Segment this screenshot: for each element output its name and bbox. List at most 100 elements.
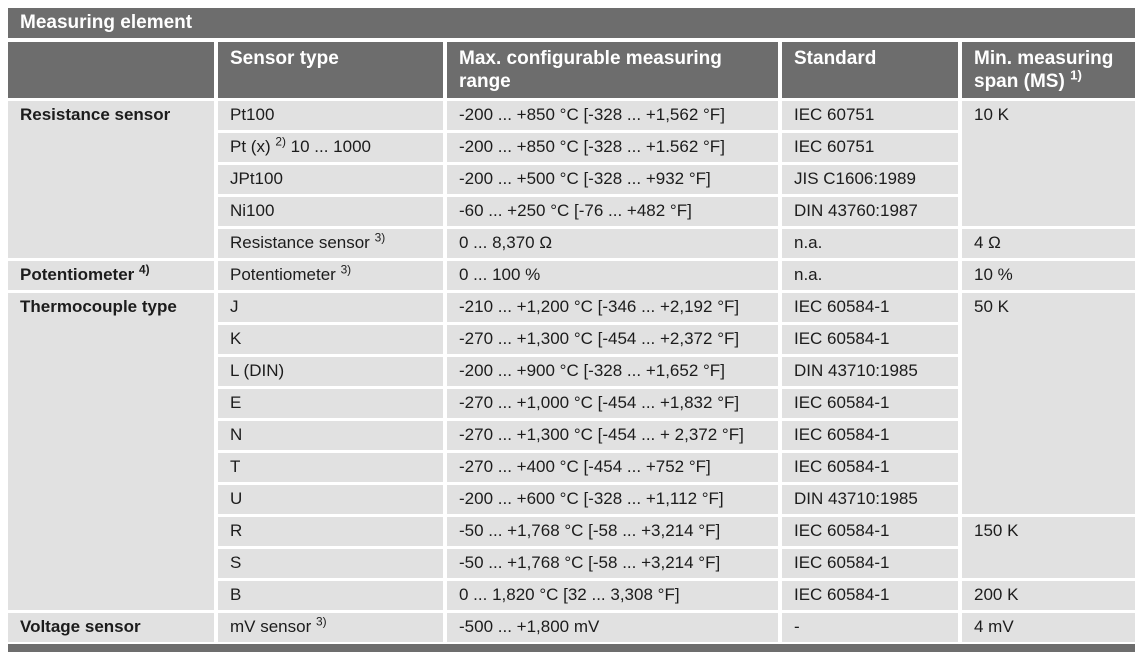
row-group-cell: Thermocouple type	[8, 293, 214, 610]
sensor-type-cell-text: E	[230, 393, 242, 412]
standard-cell-text: IEC 60584-1	[794, 457, 890, 476]
sensor-type-cell: Pt (x) 2) 10 ... 1000	[218, 133, 443, 162]
sensor-type-cell: U	[218, 485, 443, 514]
min-span-cell-text: 150 K	[974, 521, 1019, 540]
sensor-type-cell: Ni100	[218, 197, 443, 226]
table-title-bar: Measuring element	[8, 8, 1135, 38]
measuring-range-cell: 0 ... 100 %	[447, 261, 778, 290]
column-header-label: Sensor type	[230, 48, 339, 69]
min-span-cell: 200 K	[962, 581, 1135, 610]
measuring-range-cell: -270 ... +1,300 °C [-454 ... + 2,372 °F]	[447, 421, 778, 450]
footnote-marker: 3)	[340, 262, 352, 277]
measuring-range-cell: -500 ... +1,800 mV	[447, 613, 778, 642]
measuring-range-cell: -210 ... +1,200 °C [-346 ... +2,192 °F]	[447, 293, 778, 322]
column-header-label: Min. measuring span (MS)	[974, 48, 1114, 93]
sensor-type-cell-text: R	[230, 521, 243, 540]
sensor-type-cell: Resistance sensor 3)	[218, 229, 443, 258]
sensor-type-cell-text: Resistance sensor	[230, 233, 375, 252]
standard-cell: -	[782, 613, 958, 642]
footnote-marker: 3)	[374, 230, 386, 245]
standard-cell: n.a.	[782, 229, 958, 258]
column-header-standard: Standard	[782, 42, 958, 98]
sensor-type-cell-text: K	[230, 329, 242, 348]
sensor-type-cell-text: 10 ... 1000	[285, 137, 371, 156]
min-span-cell: 10 K	[962, 101, 1135, 226]
measuring-range-cell-text: -200 ... +850 °C [-328 ... +1,562 °F]	[459, 105, 725, 124]
measuring-range-cell-text: -270 ... +1,000 °C [-454 ... +1,832 °F]	[459, 393, 740, 412]
sensor-type-cell-text: B	[230, 585, 242, 604]
standard-cell-text: IEC 60584-1	[794, 553, 890, 572]
column-header-range: Max. configurable measuring range	[447, 42, 778, 98]
sensor-type-cell: L (DIN)	[218, 357, 443, 386]
measuring-range-cell: -200 ... +900 °C [-328 ... +1,652 °F]	[447, 357, 778, 386]
row-group-cell-text: Voltage sensor	[20, 617, 141, 636]
standard-cell-text: IEC 60584-1	[794, 521, 890, 540]
measuring-range-cell-text: -270 ... +1,300 °C [-454 ... +2,372 °F]	[459, 329, 740, 348]
standard-cell: IEC 60751	[782, 133, 958, 162]
standard-cell-text: IEC 60751	[794, 137, 875, 156]
min-span-cell-text: 10 %	[974, 265, 1013, 284]
min-span-cell: 4 mV	[962, 613, 1135, 642]
measuring-range-cell: -270 ... +1,000 °C [-454 ... +1,832 °F]	[447, 389, 778, 418]
measuring-range-cell-text: 0 ... 8,370 Ω	[459, 233, 553, 252]
sensor-type-cell: B	[218, 581, 443, 610]
min-span-cell-text: 4 Ω	[974, 233, 1001, 252]
measuring-range-cell-text: -270 ... +1,300 °C [-454 ... + 2,372 °F]	[459, 425, 744, 444]
standard-cell-text: IEC 60584-1	[794, 585, 890, 604]
measuring-range-cell: -200 ... +850 °C [-328 ... +1.562 °F]	[447, 133, 778, 162]
sensor-type-cell: N	[218, 421, 443, 450]
standard-cell-text: -	[794, 617, 800, 636]
standard-cell: n.a.	[782, 261, 958, 290]
standard-cell-text: IEC 60584-1	[794, 297, 890, 316]
sensor-type-cell: R	[218, 517, 443, 546]
standard-cell-text: DIN 43710:1985	[794, 489, 918, 508]
footnote-marker: 2)	[275, 134, 286, 149]
measuring-range-cell: -200 ... +500 °C [-328 ... +932 °F]	[447, 165, 778, 194]
min-span-cell-text: 4 mV	[974, 617, 1014, 636]
row-group-cell: Resistance sensor	[8, 101, 214, 258]
measuring-range-cell-text: -500 ... +1,800 mV	[459, 617, 600, 636]
measuring-range-cell-text: -200 ... +900 °C [-328 ... +1,652 °F]	[459, 361, 725, 380]
column-header-sensor-type: Sensor type	[218, 42, 443, 98]
sensor-type-cell-text: mV sensor	[230, 617, 316, 636]
standard-cell: IEC 60584-1	[782, 581, 958, 610]
standard-cell-text: IEC 60751	[794, 105, 875, 124]
standard-cell: IEC 60584-1	[782, 389, 958, 418]
measuring-range-cell-text: -200 ... +600 °C [-328 ... +1,112 °F]	[459, 489, 724, 508]
measuring-range-cell: -60 ... +250 °C [-76 ... +482 °F]	[447, 197, 778, 226]
measuring-range-cell-text: -60 ... +250 °C [-76 ... +482 °F]	[459, 201, 692, 220]
measuring-range-cell: -200 ... +850 °C [-328 ... +1,562 °F]	[447, 101, 778, 130]
measuring-range-cell: 0 ... 8,370 Ω	[447, 229, 778, 258]
standard-cell-text: n.a.	[794, 265, 823, 284]
table-body: Resistance sensor Pt100 -200 ... +850 °C […	[8, 101, 1135, 642]
standard-cell-text: DIN 43760:1987	[794, 201, 918, 220]
sensor-type-cell: Pt100	[218, 101, 443, 130]
row-group-cell: Potentiometer 4)	[8, 261, 214, 290]
measuring-range-cell: -200 ... +600 °C [-328 ... +1,112 °F]	[447, 485, 778, 514]
column-header-min-span: Min. measuring span (MS) 1)	[962, 42, 1135, 98]
row-group-cell-text: Resistance sensor	[20, 105, 171, 124]
min-span-cell: 50 K	[962, 293, 1135, 514]
min-span-cell-text: 50 K	[974, 297, 1009, 316]
sensor-type-cell: J	[218, 293, 443, 322]
footnote-marker: 1)	[1070, 67, 1082, 83]
footnote-marker: 3)	[315, 614, 327, 629]
standard-cell: IEC 60584-1	[782, 453, 958, 482]
measuring-range-cell-text: -270 ... +400 °C [-454 ... +752 °F]	[459, 457, 711, 476]
sensor-type-cell-text: S	[230, 553, 242, 572]
standard-cell: IEC 60751	[782, 101, 958, 130]
column-header-label: Standard	[794, 48, 877, 69]
sensor-type-cell-text: Pt (x)	[230, 137, 276, 156]
min-span-cell: 10 %	[962, 261, 1135, 290]
measuring-range-cell-text: -50 ... +1,768 °C [-58 ... +3,214 °F]	[459, 521, 721, 540]
sensor-type-cell: K	[218, 325, 443, 354]
standard-cell-text: JIS C1606:1989	[794, 169, 916, 188]
sensor-type-cell: mV sensor 3)	[218, 613, 443, 642]
table-title: Measuring element	[20, 12, 193, 33]
min-span-cell-text: 10 K	[974, 105, 1009, 124]
standard-cell: IEC 60584-1	[782, 293, 958, 322]
row-group-cell-text: Potentiometer	[20, 265, 140, 284]
table-header-row: Sensor type Max. configurable measuring …	[8, 42, 1135, 98]
standard-cell: JIS C1606:1989	[782, 165, 958, 194]
